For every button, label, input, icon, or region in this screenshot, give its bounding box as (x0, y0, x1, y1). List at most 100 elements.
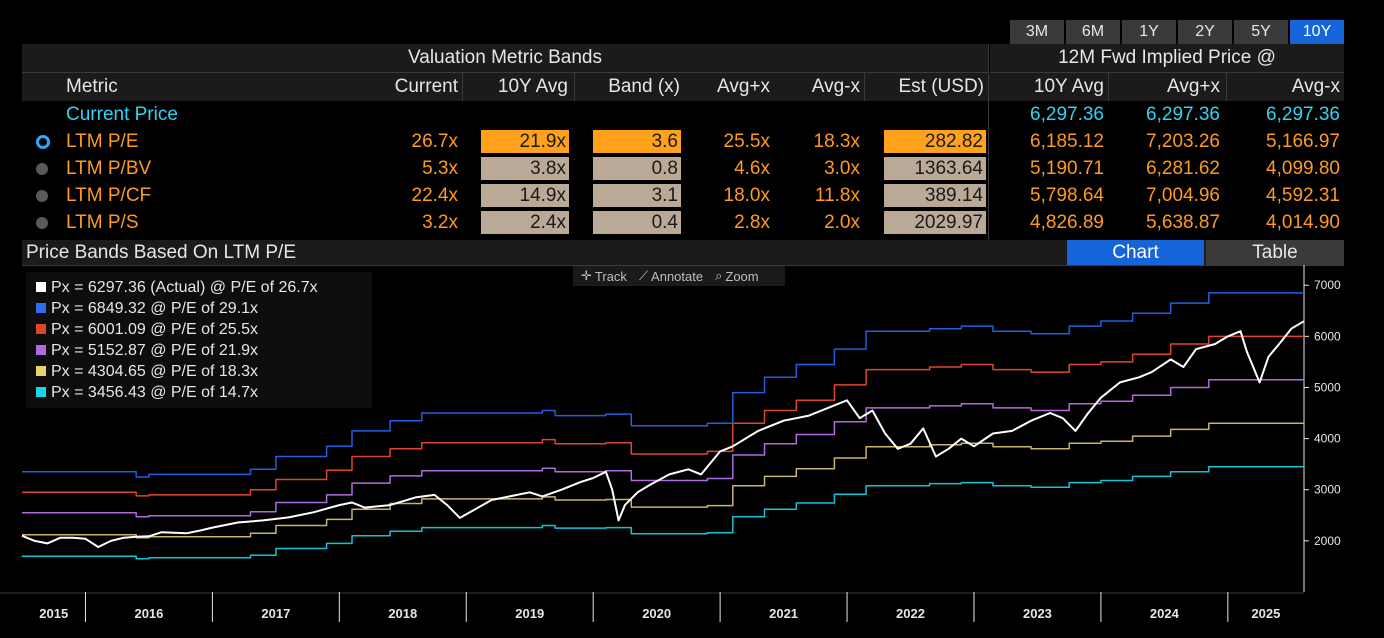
current-price-10y-avg: 6,297.36 (1030, 104, 1104, 125)
metric-est[interactable]: 282.82 (884, 130, 986, 153)
x-tick-label: 2020 (642, 606, 671, 621)
metric-name: LTM P/BV (66, 158, 152, 179)
col-header-metric[interactable]: Metric (66, 76, 118, 97)
period-button-5y[interactable]: 5Y (1234, 20, 1288, 44)
legend-text: Px = 6001.09 @ P/E of 25.5x (51, 321, 259, 338)
metric-10y-avg[interactable]: 3.8x (481, 157, 569, 180)
x-tick-label: 2019 (515, 606, 544, 621)
col-header-implied-avg-plus[interactable]: Avg+x (1167, 76, 1220, 97)
y-tick-label: 6000 (1314, 329, 1341, 343)
implied-avg-minus: 4,099.80 (1266, 158, 1340, 179)
series-line-band-21-9 (22, 379, 1305, 518)
legend-swatch (36, 366, 46, 376)
metric-band[interactable]: 0.8 (593, 157, 681, 180)
implied-avg-plus: 5,638.87 (1146, 212, 1220, 233)
legend-entry[interactable]: Px = 6001.09 @ P/E of 25.5x (36, 320, 258, 340)
metric-10y-avg[interactable]: 2.4x (481, 211, 569, 234)
tab-table[interactable]: Table (1206, 240, 1344, 265)
metric-current: 3.2x (422, 212, 458, 233)
divider (574, 73, 575, 101)
metric-avg-plus: 4.6x (734, 158, 770, 179)
zoom-tool[interactable]: ⌕ Zoom (715, 268, 759, 284)
track-tool[interactable]: ✛ Track (581, 268, 627, 284)
legend-entry[interactable]: Px = 3456.43 @ P/E of 14.7x (36, 383, 258, 403)
series-line-band-14-7 (22, 465, 1305, 560)
col-header-implied-10y-avg[interactable]: 10Y Avg (1033, 76, 1104, 97)
col-header-avg-plus[interactable]: Avg+x (717, 76, 770, 97)
radio-button[interactable] (36, 217, 48, 229)
metric-row[interactable]: LTM P/E 26.7x 21.9x 3.6 25.5x 18.3x 282.82 6,18… (22, 128, 1344, 155)
metric-10y-avg[interactable]: 21.9x (481, 130, 569, 153)
radio-button[interactable] (36, 163, 48, 175)
x-tick-label: 2024 (1150, 606, 1180, 621)
metric-avg-minus: 18.3x (813, 131, 860, 152)
metric-10y-avg[interactable]: 14.9x (481, 184, 569, 207)
valuation-metric-bands-header: Valuation Metric Bands (22, 44, 988, 73)
period-button-3m[interactable]: 3M (1010, 20, 1064, 44)
implied-avg-plus: 6,281.62 (1146, 158, 1220, 179)
x-tick-label: 2017 (261, 606, 290, 621)
divider (1108, 73, 1109, 101)
y-tick-label: 2000 (1314, 534, 1341, 548)
zoom-label: Zoom (725, 268, 759, 284)
pencil-icon: ⟋ (638, 268, 649, 283)
legend-text: Px = 6849.32 @ P/E of 29.1x (51, 300, 259, 317)
implied-avg-plus: 7,004.96 (1146, 185, 1220, 206)
radio-button[interactable] (36, 135, 50, 149)
series-line-band-29-1 (22, 292, 1304, 478)
metric-avg-plus: 25.5x (723, 131, 770, 152)
series-line-band-25-5 (22, 335, 1305, 497)
period-button-1y[interactable]: 1Y (1122, 20, 1176, 44)
metric-current: 5.3x (422, 158, 458, 179)
metric-current: 22.4x (411, 185, 458, 206)
period-button-10y[interactable]: 10Y (1290, 20, 1344, 44)
metric-band[interactable]: 3.6 (593, 130, 681, 153)
tab-chart[interactable]: Chart (1067, 240, 1204, 265)
divider (864, 73, 865, 101)
col-header-implied-avg-minus[interactable]: Avg-x (1291, 76, 1340, 97)
col-header-band[interactable]: Band (x) (608, 76, 680, 97)
series-line-band-18-3 (22, 422, 1305, 539)
implied-avg-plus: 7,203.26 (1146, 131, 1220, 152)
y-tick-label: 5000 (1314, 380, 1341, 394)
y-tick-label: 3000 (1314, 483, 1341, 497)
x-tick-label: 2022 (896, 606, 925, 621)
legend-entry[interactable]: Px = 4304.65 @ P/E of 18.3x (36, 362, 258, 382)
implied-10y-avg: 5,190.71 (1030, 158, 1104, 179)
metric-band[interactable]: 0.4 (593, 211, 681, 234)
legend-entry[interactable]: Px = 5152.87 @ P/E of 21.9x (36, 341, 258, 361)
period-button-2y[interactable]: 2Y (1178, 20, 1232, 44)
legend-text: Px = 3456.43 @ P/E of 14.7x (51, 384, 259, 401)
metric-row[interactable]: LTM P/BV 5.3x 3.8x 0.8 4.6x 3.0x 1363.64 5,190.… (22, 155, 1344, 182)
crosshair-icon: ✛ (581, 268, 592, 283)
divider (1226, 73, 1227, 101)
metric-row[interactable]: LTM P/CF 22.4x 14.9x 3.1 18.0x 11.8x 389.14 5,7… (22, 182, 1344, 209)
metric-est[interactable]: 1363.64 (884, 157, 986, 180)
current-price-row: Current Price 6,297.36 6,297.36 6,297.36 (22, 101, 1344, 128)
legend-text: Px = 6297.36 (Actual) @ P/E of 26.7x (51, 279, 318, 296)
legend-swatch (36, 324, 46, 334)
legend-swatch (36, 303, 46, 313)
col-header-est[interactable]: Est (USD) (898, 76, 985, 97)
col-header-avg-minus[interactable]: Avg-x (811, 76, 860, 97)
legend-swatch (36, 387, 46, 397)
col-header-current[interactable]: Current (394, 76, 458, 97)
metric-row[interactable]: LTM P/S 3.2x 2.4x 0.4 2.8x 2.0x 2029.97 4,826.8… (22, 209, 1344, 236)
metric-name: LTM P/S (66, 212, 139, 233)
x-tick-label: 2025 (1251, 606, 1280, 621)
annotate-tool[interactable]: ⟋ Annotate (639, 268, 703, 284)
legend-entry[interactable]: Px = 6849.32 @ P/E of 29.1x (36, 299, 258, 319)
metric-name: LTM P/E (66, 131, 139, 152)
implied-avg-minus: 4,014.90 (1266, 212, 1340, 233)
metric-est[interactable]: 2029.97 (884, 211, 986, 234)
x-tick-label: 2015 (39, 606, 68, 621)
metric-avg-plus: 2.8x (734, 212, 770, 233)
col-header-10y-avg[interactable]: 10Y Avg (497, 76, 568, 97)
radio-button[interactable] (36, 190, 48, 202)
column-header-row: Metric Current 10Y Avg Band (x) Avg+x Av… (22, 73, 1344, 101)
metric-band[interactable]: 3.1 (593, 184, 681, 207)
price-bands-chart[interactable]: 2000 3000 4000 5000 6000 7000 2015 2016 2017 2018… (0, 265, 1384, 631)
period-button-6m[interactable]: 6M (1066, 20, 1120, 44)
legend-entry[interactable]: Px = 6297.36 (Actual) @ P/E of 26.7x (36, 278, 318, 298)
metric-est[interactable]: 389.14 (884, 184, 986, 207)
